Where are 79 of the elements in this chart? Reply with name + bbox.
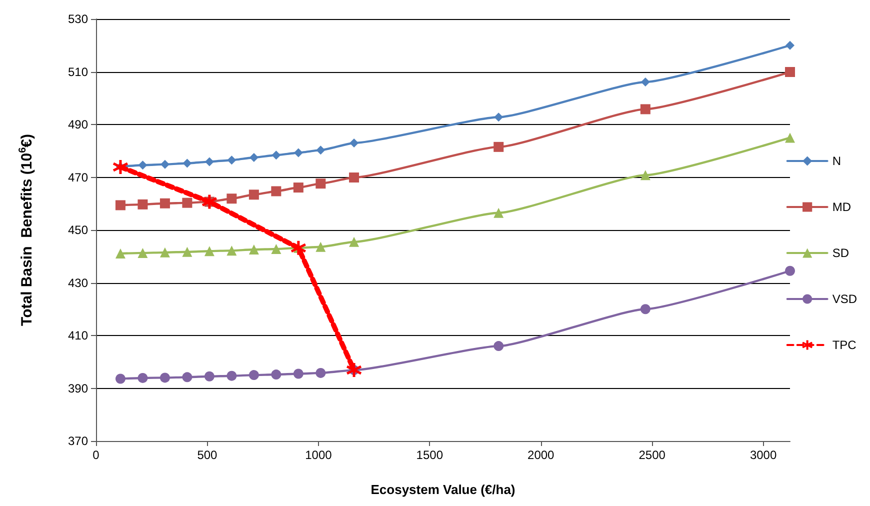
point (160, 372, 170, 383)
point (226, 246, 237, 256)
point (115, 200, 126, 210)
x-tick-label: 2500 (638, 448, 666, 462)
y-tick-label: 530 (68, 12, 88, 26)
point (494, 142, 504, 152)
point (316, 146, 326, 155)
legend-label: MD (832, 200, 852, 214)
y-tick-label: 490 (68, 118, 88, 132)
point (138, 160, 148, 170)
point (204, 246, 214, 256)
point (112, 158, 129, 176)
point (640, 304, 650, 314)
point (226, 194, 237, 204)
x-tick-label: 0 (92, 448, 100, 462)
point (138, 372, 148, 383)
point (494, 341, 504, 352)
point (271, 370, 282, 380)
point (226, 370, 237, 381)
x-tick-label: 1000 (305, 448, 332, 462)
point (785, 266, 795, 276)
point (640, 78, 650, 87)
point (293, 368, 304, 379)
point (785, 132, 795, 143)
legend-label: SD (832, 246, 850, 260)
point (271, 244, 282, 254)
point (316, 178, 326, 189)
y-tick-label: 410 (68, 328, 88, 342)
x-tick-label: 2000 (528, 448, 555, 462)
point (640, 170, 650, 180)
point (785, 67, 795, 78)
y-tick-label: 450 (68, 223, 88, 237)
point (494, 112, 504, 122)
point (346, 362, 362, 378)
point (786, 40, 794, 50)
x-axis-title: Ecosystem Value (€/ha) (370, 482, 516, 497)
point (160, 198, 170, 208)
point (316, 368, 326, 378)
point (138, 248, 148, 258)
point (227, 156, 236, 165)
point (349, 172, 360, 183)
point (293, 182, 304, 193)
point (271, 186, 282, 196)
point (204, 371, 214, 382)
y-tick-label: 370 (68, 434, 88, 448)
y-axis-title: Total Basin Benefits (106€) (18, 134, 36, 326)
point (201, 194, 218, 210)
point (494, 208, 504, 218)
point (182, 198, 192, 208)
point (115, 374, 126, 384)
y-tick-label: 510 (68, 64, 88, 79)
legend-label: VSD (832, 292, 858, 306)
point (290, 240, 307, 256)
point (249, 152, 258, 162)
y-tick-label: 430 (68, 276, 88, 290)
point (138, 199, 148, 210)
point (349, 236, 360, 247)
point (182, 246, 192, 257)
x-tick-label: 1500 (416, 448, 444, 462)
point (248, 190, 259, 200)
x-tick-label: 3000 (750, 448, 777, 462)
y-tick-label: 470 (68, 170, 88, 184)
point (640, 104, 650, 114)
point (182, 158, 192, 168)
point (160, 247, 170, 258)
point (272, 150, 281, 160)
point (316, 242, 326, 252)
point (182, 372, 192, 382)
point (248, 244, 259, 255)
y-tick-label: 390 (68, 381, 88, 396)
point (115, 248, 126, 258)
x-tick-label: 500 (197, 448, 218, 462)
point (204, 157, 214, 166)
point (350, 138, 359, 148)
point (248, 370, 259, 380)
point (294, 148, 303, 158)
legend-label: TPC (832, 338, 857, 352)
legend-label: N (832, 154, 841, 168)
point (160, 160, 170, 169)
